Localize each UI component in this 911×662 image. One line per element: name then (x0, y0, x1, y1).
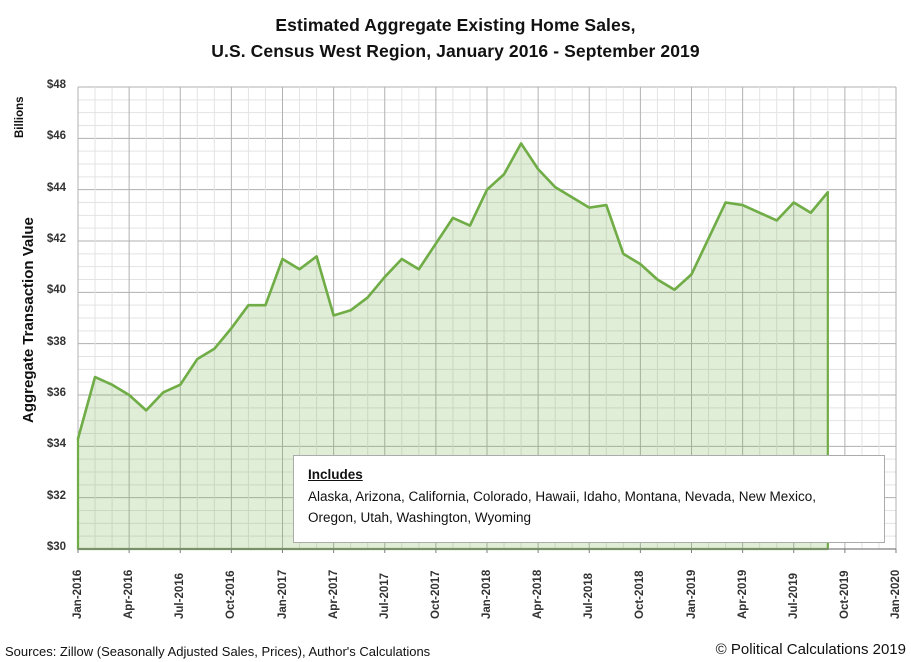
y-tick-label: $30 (46, 541, 66, 553)
x-tick-label: Oct-2019 (838, 570, 851, 619)
x-tick-label: Apr-2016 (123, 569, 136, 619)
x-tick-label: Oct-2017 (429, 570, 442, 619)
x-tick-label: Jul-2016 (174, 572, 187, 619)
annotation-heading: Includes (308, 467, 363, 482)
y-tick-label: $34 (46, 438, 66, 451)
y-tick-label: $48 (46, 79, 66, 91)
y-tick-label: $46 (46, 130, 66, 143)
y-tick-label: $44 (46, 181, 66, 194)
x-tick-label: Jan-2017 (276, 569, 289, 619)
chart-title-line-1: Estimated Aggregate Existing Home Sales, (275, 15, 636, 35)
x-tick-label: Jul-2017 (378, 572, 391, 619)
x-tick-label: Oct-2018 (634, 570, 647, 619)
x-tick-label: Jul-2018 (583, 572, 596, 619)
x-tick-label: Apr-2018 (532, 569, 545, 619)
x-tick-label: Jul-2019 (787, 572, 800, 619)
y-tick-label: $36 (46, 387, 66, 399)
x-tick-label: Jan-2020 (890, 569, 902, 619)
sources-note: Sources: Zillow (Seasonally Adjusted Sal… (5, 644, 431, 659)
chart-title: Estimated Aggregate Existing Home Sales,… (0, 12, 911, 64)
y-tick-label: $38 (46, 335, 66, 348)
chart-title-line-2: U.S. Census West Region, January 2016 - … (211, 41, 700, 61)
annotation-box: Includes Alaska, Arizona, California, Co… (293, 455, 885, 543)
x-tick-label: Apr-2017 (327, 569, 340, 619)
x-tick-label: Oct-2016 (225, 570, 238, 619)
y-tick-label: $40 (46, 284, 66, 297)
y-tick-label: $32 (46, 489, 66, 502)
copyright-note: © Political Calculations 2019 (715, 641, 906, 658)
x-tick-label: Apr-2019 (736, 569, 749, 619)
annotation-body: Alaska, Arizona, California, Colorado, H… (308, 489, 817, 525)
x-tick-label: Jan-2019 (685, 569, 698, 619)
y-tick-label: $42 (46, 233, 66, 245)
x-tick-label: Jan-2016 (72, 569, 84, 619)
x-tick-label: Jan-2018 (481, 569, 493, 619)
